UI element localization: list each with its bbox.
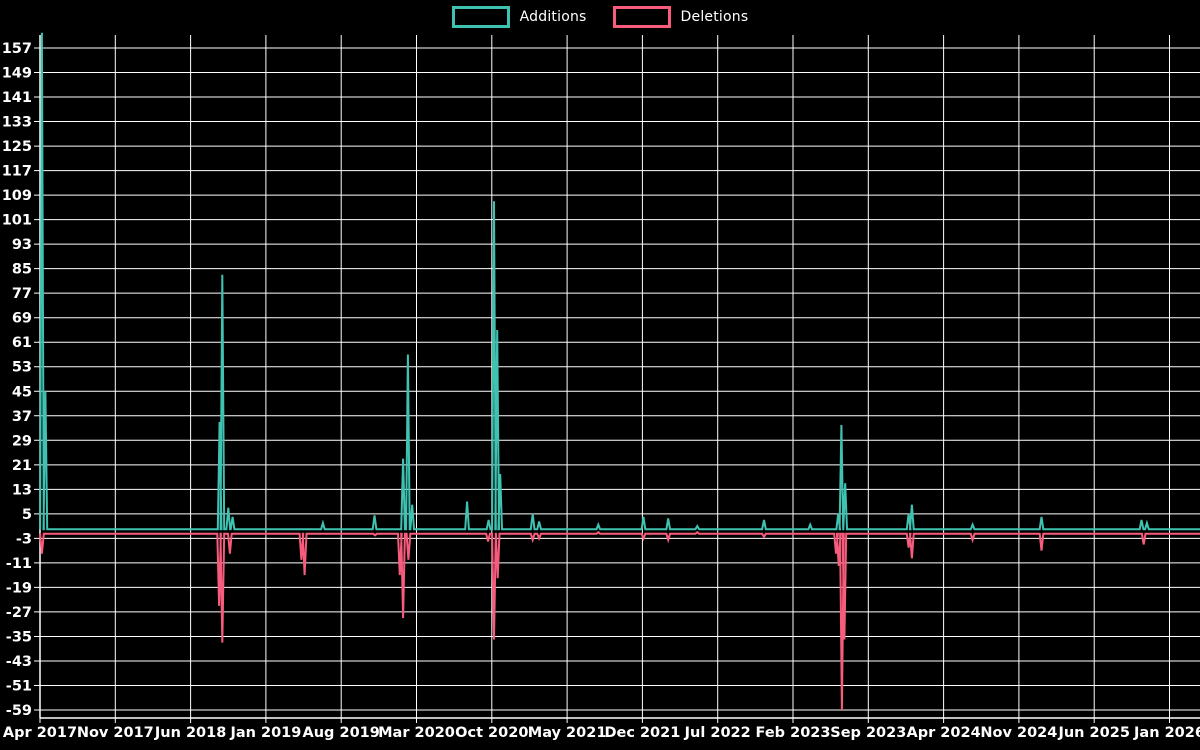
x-tick-label: Dec 2021 bbox=[604, 725, 680, 741]
x-tick-label: Aug 2019 bbox=[303, 725, 380, 741]
x-tick-label: Jun 2018 bbox=[154, 725, 226, 741]
y-tick-label: 157 bbox=[2, 41, 32, 57]
y-tick-label: 21 bbox=[12, 458, 32, 474]
legend: Additions Deletions bbox=[0, 6, 1200, 28]
x-tick-label: Sep 2023 bbox=[830, 725, 906, 741]
x-tick-label: Jan 2026 bbox=[1133, 725, 1200, 741]
y-tick-label: 77 bbox=[12, 286, 32, 302]
y-tick-label: 13 bbox=[12, 482, 32, 498]
additions-swatch-icon bbox=[451, 6, 510, 28]
y-tick-label: 69 bbox=[12, 311, 32, 327]
y-tick-label: 37 bbox=[12, 409, 32, 425]
y-tick-label: -59 bbox=[6, 703, 32, 719]
x-tick-label: Jan 2019 bbox=[229, 725, 301, 741]
legend-item-additions[interactable]: Additions bbox=[451, 6, 587, 28]
y-tick-label: -35 bbox=[6, 629, 32, 645]
y-tick-label: 61 bbox=[12, 335, 32, 351]
y-tick-label: -3 bbox=[16, 531, 32, 547]
y-tick-label: -11 bbox=[6, 556, 32, 572]
y-tick-label: 45 bbox=[12, 384, 32, 400]
y-tick-label: -19 bbox=[6, 580, 32, 596]
additions-line bbox=[39, 32, 1200, 531]
legend-item-deletions[interactable]: Deletions bbox=[612, 6, 749, 28]
x-tick-label: Nov 2017 bbox=[77, 725, 154, 741]
y-tick-label: -27 bbox=[6, 605, 32, 621]
x-tick-label: Apr 2024 bbox=[907, 725, 981, 741]
y-tick-label: 109 bbox=[2, 188, 32, 204]
y-tick-label: 29 bbox=[12, 433, 32, 449]
y-tick-label: 117 bbox=[2, 164, 32, 180]
legend-additions-label: Additions bbox=[519, 9, 587, 25]
y-tick-label: 125 bbox=[2, 139, 32, 155]
y-tick-label: 53 bbox=[12, 360, 32, 376]
x-tick-label: Oct 2020 bbox=[455, 725, 528, 741]
deletions-swatch-icon bbox=[612, 6, 671, 28]
deletions-line bbox=[39, 530, 1200, 711]
y-tick-label: -51 bbox=[6, 678, 32, 694]
x-tick-label: Mar 2020 bbox=[378, 725, 455, 741]
y-tick-label: 93 bbox=[12, 237, 32, 253]
y-tick-label: -43 bbox=[6, 654, 32, 670]
legend-deletions-label: Deletions bbox=[680, 9, 749, 25]
y-tick-label: 101 bbox=[2, 213, 32, 229]
y-tick-label: 85 bbox=[12, 262, 32, 278]
y-tick-label: 5 bbox=[22, 507, 32, 523]
y-tick-label: 133 bbox=[2, 115, 32, 131]
x-tick-label: Jun 2025 bbox=[1057, 725, 1129, 741]
y-tick-label: 149 bbox=[2, 66, 32, 82]
x-tick-label: Jul 2022 bbox=[684, 725, 751, 741]
y-tick-label: 141 bbox=[2, 90, 32, 106]
x-tick-label: Nov 2024 bbox=[980, 725, 1057, 741]
x-tick-label: Feb 2023 bbox=[756, 725, 831, 741]
x-tick-label: Apr 2017 bbox=[3, 725, 77, 741]
x-tick-label: May 2021 bbox=[528, 725, 607, 741]
